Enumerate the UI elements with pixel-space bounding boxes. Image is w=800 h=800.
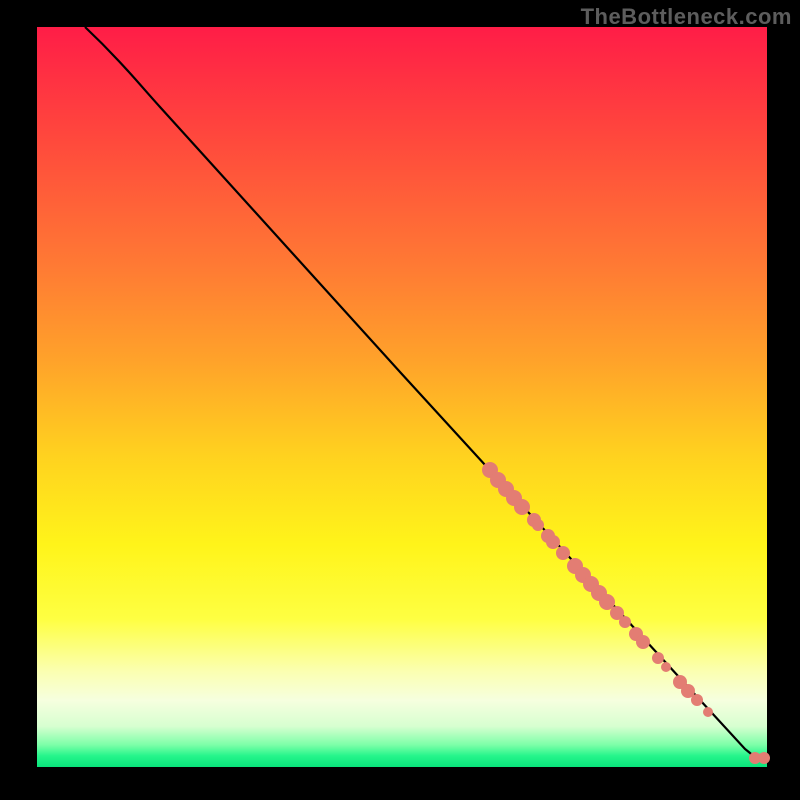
data-marker bbox=[636, 635, 650, 649]
data-marker bbox=[758, 752, 770, 764]
data-marker bbox=[556, 546, 570, 560]
watermark-text: TheBottleneck.com bbox=[581, 4, 792, 30]
data-marker bbox=[619, 616, 631, 628]
data-marker bbox=[652, 652, 664, 664]
data-marker bbox=[703, 707, 713, 717]
chart-canvas bbox=[0, 0, 800, 800]
data-marker bbox=[661, 662, 671, 672]
data-marker bbox=[691, 694, 703, 706]
stage: TheBottleneck.com bbox=[0, 0, 800, 800]
data-marker bbox=[546, 535, 560, 549]
data-marker bbox=[532, 519, 544, 531]
data-marker bbox=[514, 499, 530, 515]
